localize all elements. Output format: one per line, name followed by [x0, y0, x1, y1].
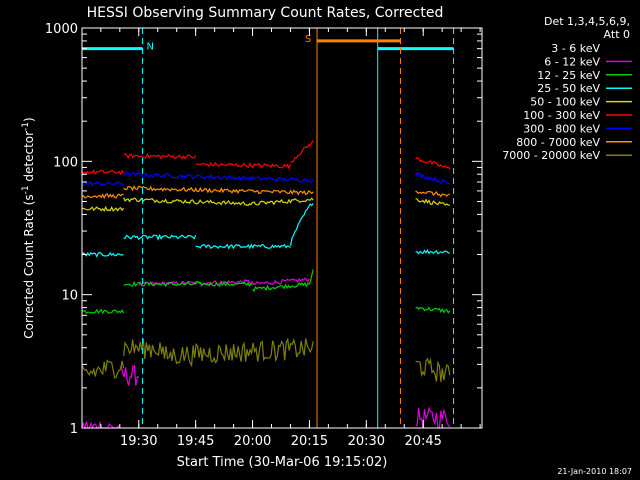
legend-label-2: 6 - 12 keV	[544, 55, 600, 68]
y-axis-label: Corrected Count Rate (s-1 detector-1)	[21, 117, 36, 338]
legend-label-3: 12 - 25 keV	[537, 69, 600, 82]
x-tick-label-5: 20:30	[348, 434, 385, 449]
series-8	[81, 185, 450, 200]
y-tick-label-3: 100	[53, 155, 78, 170]
series-4-segment-1	[81, 251, 124, 258]
series-5-segment-3	[252, 197, 314, 206]
legend-label-5: 50 - 100 keV	[530, 96, 600, 109]
series-8-segment-3	[415, 190, 450, 198]
saa-label: S	[305, 34, 311, 45]
series-2-segment-3	[138, 279, 253, 287]
series-5-segment-1	[81, 205, 125, 213]
series-3-segment-2	[123, 281, 253, 288]
y-axis: 1 10 100 1000	[45, 22, 482, 437]
series-7-segment-1	[81, 180, 124, 187]
footer-date: 21-Jan-2010 18:07	[557, 467, 632, 476]
series-1-segment-4	[176, 368, 216, 395]
legend-title-line-2: Att 0	[604, 28, 630, 41]
y-tick-label-4: 1000	[45, 22, 78, 37]
series-7-segment-2	[123, 171, 314, 183]
series-5-segment-4	[415, 198, 450, 206]
series-2-segment-4	[252, 277, 310, 286]
series-6-segment-5	[415, 157, 451, 170]
series-3-segment-3	[252, 281, 310, 292]
night-label: N	[147, 42, 154, 53]
series-3-segment-1	[81, 308, 125, 315]
annotation-night: N	[81, 28, 455, 428]
plot-marks: NS	[81, 28, 455, 431]
series-9-segment-2	[123, 338, 163, 360]
legend-label-6: 100 - 300 keV	[523, 109, 600, 122]
series-4-segment-4	[289, 203, 314, 247]
series-6-segment-1	[81, 169, 125, 176]
y-axis-label-mid: detector	[22, 131, 36, 186]
x-tick-label-3: 20:00	[234, 434, 271, 449]
series-5	[81, 197, 450, 213]
series-9-segment-3	[160, 337, 314, 368]
y-axis-label-sup1: -1	[21, 185, 31, 194]
series-4-segment-5	[415, 249, 450, 255]
series-6	[81, 140, 451, 176]
series-8-segment-2	[123, 185, 314, 196]
chart-title: HESSI Observing Summary Count Rates, Cor…	[87, 5, 444, 21]
legend-title-line-1: Det 1,3,4,5,6,9,	[544, 15, 630, 28]
x-axis-label: Start Time (30-Mar-06 19:15:02)	[177, 455, 388, 470]
legend-label-4: 25 - 50 keV	[537, 82, 600, 95]
series-6-segment-4	[290, 140, 314, 164]
legend-label-9: 7000 - 20000 keV	[502, 149, 600, 162]
series-9	[81, 337, 451, 382]
series-6-segment-3	[195, 161, 292, 170]
series-8-segment-1	[81, 193, 124, 200]
x-tick-label-1: 19:30	[120, 434, 157, 449]
x-tick-label-2: 19:45	[177, 434, 214, 449]
series-3-segment-4	[308, 269, 314, 285]
series-1-segment-5	[214, 367, 310, 395]
series-1-segment-2	[138, 385, 163, 411]
series-7	[81, 171, 450, 187]
series-9-segment-1	[81, 359, 125, 379]
legend-label-8: 800 - 7000 keV	[516, 136, 600, 149]
legend-label-1: 3 - 6 keV	[551, 42, 600, 55]
x-tick-label-6: 20:45	[404, 434, 441, 449]
y-axis-label-sup2: -1	[21, 122, 31, 131]
x-tick-label-4: 20:15	[291, 434, 328, 449]
x-axis: 19:30 19:45 20:00 20:15 20:30 20:45	[100, 28, 481, 449]
legend-label-7: 300 - 800 keV	[523, 122, 600, 135]
series-5-segment-2	[123, 197, 254, 207]
y-axis-label-end: )	[22, 117, 36, 122]
series-2-segment-5	[415, 406, 451, 429]
y-tick-label-2: 10	[61, 289, 78, 304]
series-3	[81, 269, 451, 315]
plot-frame	[81, 27, 483, 429]
series-2-segment-2	[119, 364, 140, 386]
y-tick-label-1: 1	[70, 422, 78, 437]
series-1-segment-3	[161, 355, 177, 376]
series-6-segment-2	[123, 152, 197, 160]
annotation-saa: S	[305, 28, 401, 428]
series-3-segment-5	[415, 306, 451, 314]
y-axis-label-main: Corrected Count Rate (s	[22, 194, 36, 338]
series-4-segment-2	[123, 233, 197, 241]
series-4-segment-3	[195, 243, 291, 250]
series-9-segment-4	[415, 357, 451, 382]
series-7-segment-3	[415, 172, 450, 185]
series-4	[81, 203, 450, 258]
